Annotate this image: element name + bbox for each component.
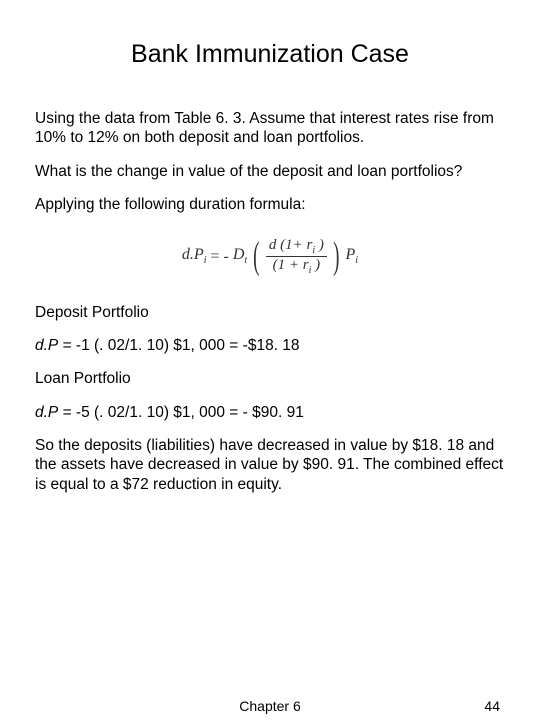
- page-title: Bank Immunization Case: [35, 40, 505, 69]
- footer-chapter: Chapter 6: [239, 698, 300, 714]
- formula-p-sub: i: [355, 256, 358, 267]
- right-paren-icon: ): [333, 241, 339, 271]
- duration-formula: d.Pi = - Dt ( d (1+ ri ) (1 + ri ) ) Pi: [35, 237, 505, 277]
- intro-paragraph: Using the data from Table 6. 3. Assume t…: [35, 109, 505, 148]
- deposit-eq-text: = -1 (. 02/1. 10) $1, 000 = -$18. 18: [63, 337, 300, 354]
- formula-lhs-sub: i: [204, 256, 207, 267]
- loan-heading: Loan Portfolio: [35, 369, 505, 388]
- formula-intro: Applying the following duration formula:: [35, 195, 505, 214]
- formula-p: P: [346, 246, 356, 263]
- formula-d: D: [233, 246, 245, 263]
- deposit-equation: d.P = -1 (. 02/1. 10) $1, 000 = -$18. 18: [35, 336, 505, 355]
- left-paren-icon: (: [253, 241, 259, 271]
- frac-den-tail: ): [311, 257, 320, 273]
- frac-num-tail: ): [315, 237, 324, 253]
- formula-lhs: d.P: [182, 246, 204, 263]
- loan-eq-text: = -5 (. 02/1. 10) $1, 000 = - $90. 91: [63, 404, 304, 421]
- loan-equation: d.P = -5 (. 02/1. 10) $1, 000 = - $90. 9…: [35, 403, 505, 422]
- footer-page-number: 44: [484, 698, 500, 714]
- deposit-heading: Deposit Portfolio: [35, 303, 505, 322]
- frac-num-lead: d (1+ r: [269, 237, 312, 253]
- formula-fraction: d (1+ ri ) (1 + ri ): [266, 237, 327, 277]
- question-paragraph: What is the change in value of the depos…: [35, 162, 505, 181]
- formula-eq: = -: [210, 248, 228, 266]
- summary-paragraph: So the deposits (liabilities) have decre…: [35, 436, 505, 494]
- frac-den-lead: (1 + r: [273, 257, 309, 273]
- formula-d-sub: t: [244, 256, 247, 267]
